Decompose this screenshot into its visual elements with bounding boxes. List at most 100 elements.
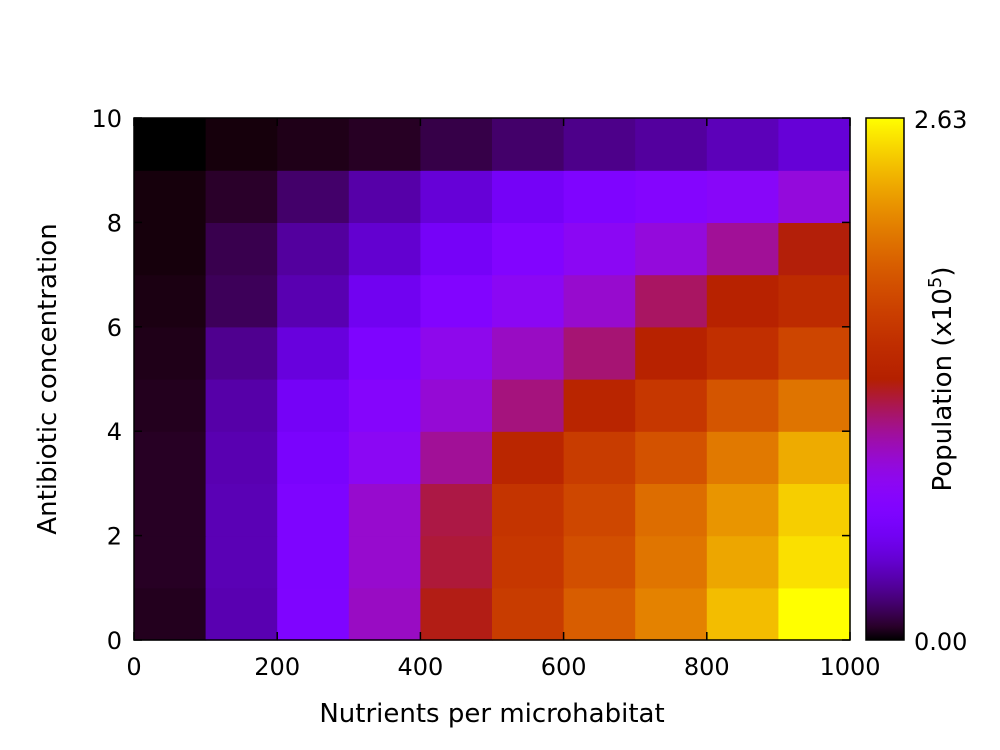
- heatmap-cell: [134, 222, 207, 276]
- heatmap-cell: [348, 222, 421, 276]
- heatmap-cell: [492, 118, 565, 171]
- heatmap-cell: [277, 535, 350, 589]
- heatmap-cell: [492, 274, 565, 328]
- heatmap-cell: [778, 431, 851, 484]
- heatmap-cell: [277, 274, 350, 328]
- x-axis-label: Nutrients per microhabitat: [319, 699, 664, 729]
- y-axis-label: Antibiotic concentration: [33, 223, 63, 534]
- heatmap-cell: [706, 222, 779, 276]
- y-tick-label: 6: [107, 314, 122, 342]
- heatmap-cell: [492, 535, 565, 589]
- heatmap-cell: [420, 379, 493, 432]
- heatmap-cell: [348, 379, 421, 432]
- heatmap-cell: [635, 170, 708, 223]
- heatmap-cell: [706, 379, 779, 432]
- heatmap-cell: [205, 274, 278, 328]
- heatmap-cell: [134, 170, 207, 223]
- heatmap-cell: [563, 483, 636, 537]
- colorbar-label-sup: 5: [925, 277, 946, 288]
- heatmap-cell: [706, 118, 779, 171]
- heatmap-cell: [134, 483, 207, 537]
- y-tick-label: 4: [107, 418, 122, 446]
- heatmap-cell: [635, 483, 708, 537]
- heatmap-cell: [277, 587, 350, 641]
- colorbar-max-label: 2.63: [914, 106, 967, 134]
- heatmap-cell: [706, 587, 779, 641]
- heatmap-cell: [706, 535, 779, 589]
- heatmap-cell: [134, 535, 207, 589]
- heatmap-cell: [134, 274, 207, 328]
- heatmap-cell: [205, 535, 278, 589]
- heatmap-cell: [492, 379, 565, 432]
- heatmap-cell: [778, 379, 851, 432]
- heatmap-cell: [205, 483, 278, 537]
- heatmap-cell: [348, 587, 421, 641]
- heatmap-cell: [348, 535, 421, 589]
- heatmap-cell: [205, 326, 278, 380]
- colorbar-min-label: 0.00: [914, 628, 967, 656]
- heatmap-cell: [635, 431, 708, 484]
- heatmap-cell: [492, 483, 565, 537]
- heatmap-cell: [205, 118, 278, 171]
- heatmap-cell: [420, 326, 493, 380]
- heatmap-cell: [134, 587, 207, 641]
- heatmap-cell: [277, 118, 350, 171]
- heatmap-cell: [492, 326, 565, 380]
- heatmap-cell: [778, 118, 851, 171]
- heatmap-cell: [134, 118, 207, 171]
- heatmap-cell: [420, 222, 493, 276]
- heatmap-cell: [635, 587, 708, 641]
- heatmap-cell: [420, 483, 493, 537]
- heatmap-cell: [706, 483, 779, 537]
- x-axis-ticks: 0 200 400 600 800 1000: [126, 118, 881, 681]
- heatmap-cell: [706, 431, 779, 484]
- heatmap-cell: [277, 326, 350, 380]
- heatmap-cell: [348, 326, 421, 380]
- heatmap-cell: [563, 118, 636, 171]
- heatmap-cells: [134, 118, 851, 641]
- heatmap-cell: [277, 379, 350, 432]
- x-tick-label: 400: [397, 653, 443, 681]
- y-tick-label: 2: [107, 523, 122, 551]
- heatmap-cell: [134, 326, 207, 380]
- x-tick-label: 600: [541, 653, 587, 681]
- heatmap-cell: [778, 326, 851, 380]
- heatmap-cell: [277, 222, 350, 276]
- heatmap-cell: [635, 326, 708, 380]
- heatmap-cell: [205, 222, 278, 276]
- heatmap-cell: [778, 587, 851, 641]
- heatmap-cell: [420, 118, 493, 171]
- heatmap-cell: [563, 326, 636, 380]
- heatmap-cell: [563, 535, 636, 589]
- heatmap-cell: [277, 483, 350, 537]
- x-tick-label: 200: [254, 653, 300, 681]
- heatmap-cell: [420, 431, 493, 484]
- heatmap-cell: [635, 222, 708, 276]
- heatmap-cell: [420, 535, 493, 589]
- heatmap-cell: [205, 170, 278, 223]
- y-tick-label: 10: [91, 105, 122, 133]
- heatmap-cell: [635, 274, 708, 328]
- heatmap-cell: [134, 431, 207, 484]
- colorbar-label-main: Population (x10: [928, 288, 958, 491]
- heatmap-cell: [205, 587, 278, 641]
- heatmap-cell: [277, 170, 350, 223]
- colorbar: [865, 117, 905, 641]
- y-tick-label: 8: [107, 209, 122, 237]
- y-axis-ticks: 0 2 4 6 8 10: [91, 105, 850, 655]
- heatmap-cell: [563, 587, 636, 641]
- heatmap-cell: [492, 587, 565, 641]
- plot-frame: [133, 117, 851, 641]
- heatmap-cell: [778, 222, 851, 276]
- heatmap-cell: [420, 170, 493, 223]
- heatmap-cell: [635, 118, 708, 171]
- x-tick-label: 800: [684, 653, 730, 681]
- heatmap-cell: [563, 431, 636, 484]
- heatmap-cell: [778, 535, 851, 589]
- heatmap-cell: [205, 379, 278, 432]
- heatmap-cell: [706, 274, 779, 328]
- heatmap-cell: [563, 274, 636, 328]
- heatmap-cell: [420, 587, 493, 641]
- heatmap-cell: [635, 379, 708, 432]
